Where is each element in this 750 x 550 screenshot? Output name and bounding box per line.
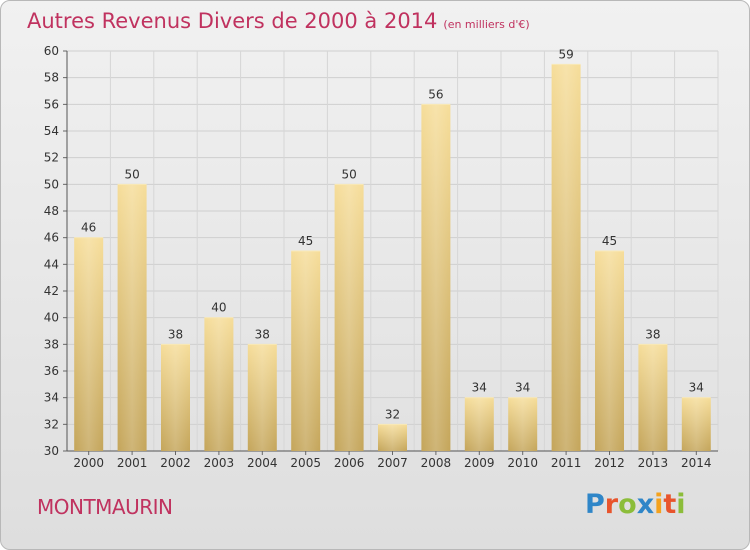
y-tick-label: 50 [44, 177, 59, 191]
chart-title: Autres Revenus Divers de 2000 à 2014 (en … [27, 9, 530, 33]
data-label: 38 [645, 327, 660, 341]
data-label: 38 [168, 327, 183, 341]
y-tick-label: 58 [44, 71, 59, 85]
commune-name: MONTMAURIN [37, 495, 173, 519]
y-tick-label: 34 [44, 391, 59, 405]
y-tick-label: 52 [44, 151, 59, 165]
x-tick-label: 2004 [247, 456, 278, 470]
bar-highlight [334, 184, 364, 452]
data-label: 50 [341, 167, 356, 181]
y-tick-label: 54 [44, 124, 59, 138]
x-tick-label: 2005 [290, 456, 321, 470]
data-labels: 46 50 38 40 38 45 50 32 56 34 34 59 45 38 34 [81, 47, 704, 421]
bar-highlight [247, 344, 277, 451]
bar-highlight [551, 64, 581, 452]
y-tick-label: 44 [44, 257, 59, 271]
bar-highlight [74, 237, 104, 451]
bar-highlight [595, 251, 624, 451]
y-tick-label: 36 [44, 364, 59, 378]
x-tick-label: 2011 [551, 456, 582, 470]
bar-highlight [421, 104, 451, 451]
x-tick-label: 2013 [638, 456, 669, 470]
data-label: 40 [211, 301, 226, 315]
bar-highlight [378, 424, 407, 451]
y-tick-label: 46 [44, 231, 59, 245]
y-tick-label: 32 [44, 417, 59, 431]
logo-letter: t [663, 489, 677, 520]
bar-highlight [464, 397, 494, 451]
x-tick-label: 2001 [117, 456, 148, 470]
data-label: 32 [385, 407, 400, 421]
logo-letter: x [636, 489, 655, 520]
x-tick-label: 2009 [464, 456, 495, 470]
y-tick-label: 40 [44, 311, 59, 325]
y-tick-label: 60 [44, 44, 59, 58]
axes: 30 32 34 36 38 40 42 44 46 48 50 52 54 56 58 60 2000 2001… [44, 44, 718, 470]
y-tick-label: 56 [44, 97, 59, 111]
bar-highlight [117, 184, 147, 452]
x-tick-label: 2000 [73, 456, 104, 470]
data-label: 46 [81, 221, 96, 235]
chart-title-text: Autres Revenus Divers de 2000 à 2014 [27, 9, 438, 33]
x-tick-label: 2007 [377, 456, 408, 470]
logo-letter: P [585, 489, 605, 520]
bar-highlight [681, 397, 711, 451]
y-tick-label: 48 [44, 204, 59, 218]
y-tick-label: 42 [44, 284, 59, 298]
bar-highlight [204, 317, 234, 451]
data-label: 45 [602, 234, 617, 248]
logo-letter: o [618, 489, 637, 520]
proxiti-logo: Proxiti [585, 489, 686, 520]
bar-highlight [508, 397, 538, 451]
data-label: 56 [428, 87, 443, 101]
logo-letter: i [676, 489, 686, 520]
x-tick-label: 2006 [334, 456, 365, 470]
chart-unit: (en milliers d'€) [443, 18, 530, 31]
x-tick-label: 2012 [594, 456, 625, 470]
bar-highlight [638, 344, 668, 451]
data-label: 59 [558, 47, 573, 61]
data-label: 38 [255, 327, 270, 341]
x-tick-label: 2014 [681, 456, 712, 470]
y-tick-label: 30 [44, 444, 59, 458]
bar-highlight [291, 251, 321, 451]
data-label: 34 [689, 381, 704, 395]
data-label: 34 [472, 381, 487, 395]
bar-highlight [161, 344, 190, 451]
data-label: 34 [515, 381, 530, 395]
logo-letter: i [654, 489, 664, 520]
logo-letter: r [604, 489, 619, 520]
data-label: 45 [298, 234, 313, 248]
x-tick-label: 2002 [160, 456, 191, 470]
y-tick-label: 38 [44, 337, 59, 351]
x-tick-label: 2010 [507, 456, 538, 470]
bars [74, 63, 711, 452]
data-label: 50 [124, 167, 139, 181]
x-tick-label: 2003 [204, 456, 235, 470]
x-tick-label: 2008 [421, 456, 452, 470]
